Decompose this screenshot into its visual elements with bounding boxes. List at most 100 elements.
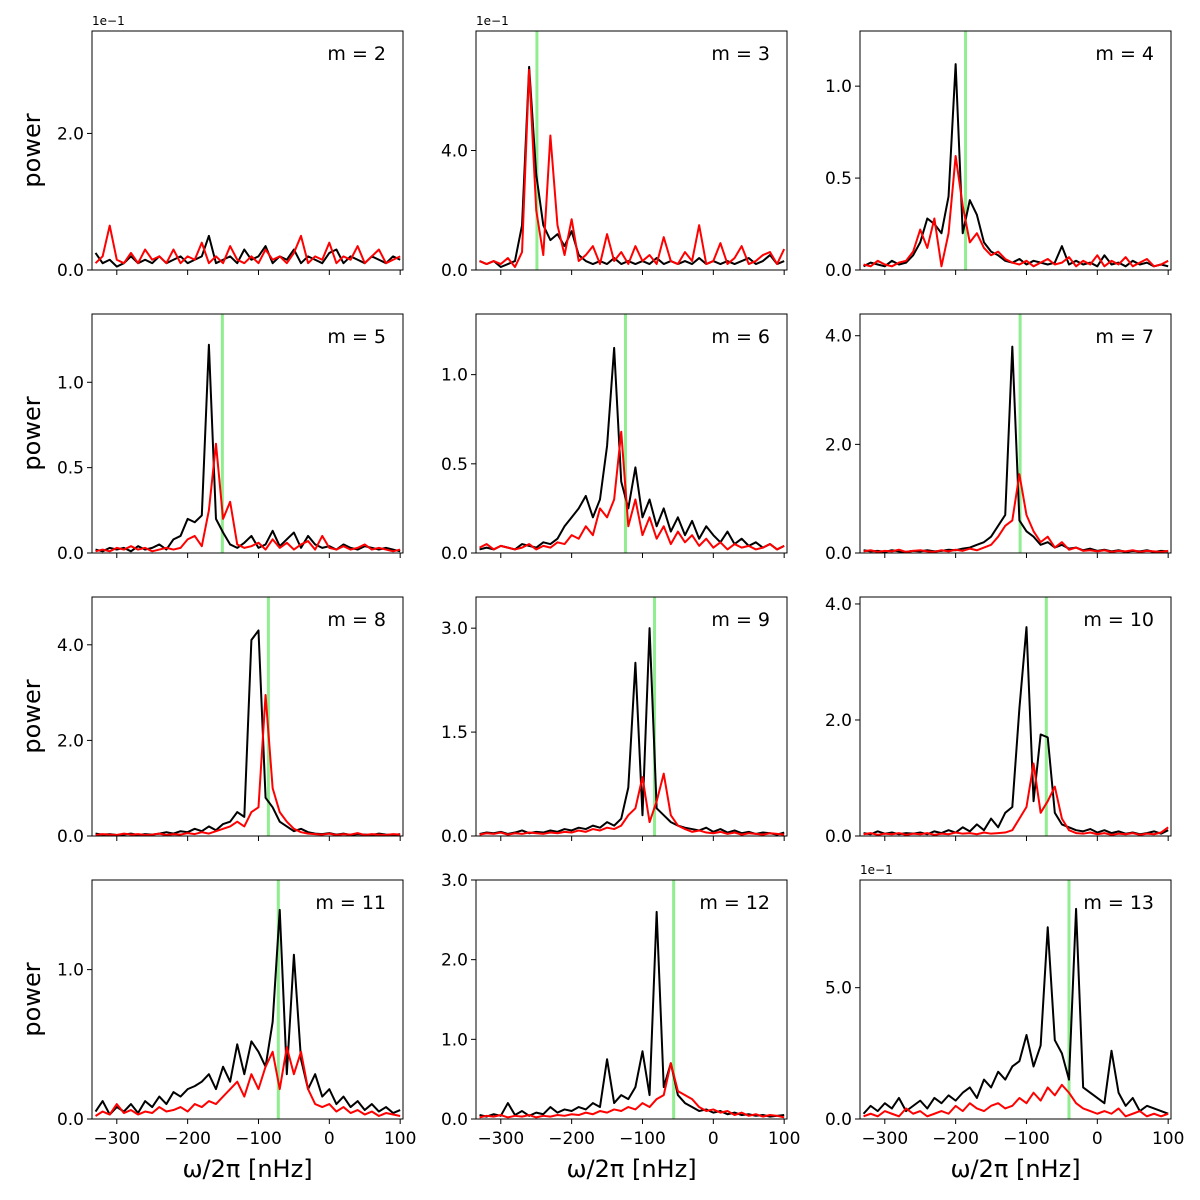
y-tick-label: 3.0 bbox=[441, 871, 468, 891]
y-tick-label: 0.0 bbox=[441, 544, 468, 564]
panel-label: m = 8 bbox=[327, 609, 386, 631]
y-tick-label: 5.0 bbox=[825, 979, 852, 999]
y-tick-label: 4.0 bbox=[825, 327, 852, 347]
data-line bbox=[479, 1062, 785, 1119]
panel-label: m = 5 bbox=[327, 326, 386, 348]
y-tick-label: 0.0 bbox=[441, 827, 468, 847]
data-line bbox=[863, 762, 1169, 836]
panel: 0.0 1.0 2.0 3.0 −300 −200 −100 0 100 m = 12 ω/2π [… bbox=[441, 871, 800, 1183]
axes-frame bbox=[475, 879, 788, 1120]
panel: 0.0 5.0 −300 −200 −100 0 100 m = 13 1e−1 ω/2π [nH… bbox=[825, 863, 1184, 1183]
y-tick-label: 1.0 bbox=[441, 1030, 468, 1050]
data-line bbox=[94, 234, 401, 268]
data-line bbox=[479, 627, 785, 836]
y-tick-label: 0.5 bbox=[441, 455, 468, 475]
y-tick-label: 0.5 bbox=[57, 459, 84, 479]
data-line bbox=[479, 68, 786, 269]
y-tick-label: 0.0 bbox=[825, 827, 852, 847]
y-tick-label: 4.0 bbox=[825, 595, 852, 615]
data-line bbox=[863, 63, 1169, 268]
plot-area bbox=[479, 880, 785, 1119]
data-line bbox=[863, 626, 1169, 836]
y-axis-label: power bbox=[18, 962, 46, 1036]
panel: 0.0 1.0 −300 −200 −100 0 100 m = 11 power ω/2π [n… bbox=[18, 879, 416, 1183]
plot-area bbox=[863, 597, 1169, 836]
y-tick-label: 2.0 bbox=[57, 124, 84, 144]
x-axis-label: ω/2π [nHz] bbox=[182, 1155, 312, 1183]
x-tick-label: −300 bbox=[477, 1129, 524, 1149]
axes-frame bbox=[859, 879, 1172, 1120]
plot-area bbox=[479, 314, 785, 553]
plot-area bbox=[479, 597, 785, 836]
x-tick-label: 100 bbox=[768, 1129, 800, 1149]
x-tick-label: 100 bbox=[384, 1129, 416, 1149]
axes-frame bbox=[475, 313, 788, 554]
y-tick-label: 4.0 bbox=[57, 636, 84, 656]
y-tick-label: 3.0 bbox=[441, 619, 468, 639]
y-tick-label: 0.0 bbox=[57, 544, 84, 564]
plot-area bbox=[862, 880, 1169, 1119]
panel: 0.0 2.0 4.0 m = 8 power bbox=[18, 596, 404, 847]
axes-frame bbox=[859, 30, 1172, 271]
y-tick-label: 0.0 bbox=[57, 261, 84, 281]
data-line bbox=[863, 345, 1169, 553]
x-tick-label: −200 bbox=[932, 1129, 979, 1149]
data-line bbox=[479, 346, 785, 551]
panel: 0.0 2.0 m = 2 1e−1 power bbox=[18, 14, 404, 281]
data-line bbox=[479, 772, 785, 836]
data-line bbox=[95, 693, 401, 836]
axes-frame bbox=[475, 596, 788, 837]
panel: 0.0 1.5 3.0 m = 9 bbox=[441, 596, 788, 847]
y-axis-label: power bbox=[18, 679, 46, 753]
y-tick-label: 1.0 bbox=[57, 373, 84, 393]
y-tick-label: 1.5 bbox=[441, 723, 468, 743]
plot-area bbox=[95, 597, 401, 836]
data-line bbox=[95, 1046, 401, 1118]
panel-label: m = 10 bbox=[1083, 609, 1154, 631]
x-tick-label: −200 bbox=[548, 1129, 595, 1149]
data-line bbox=[95, 629, 401, 836]
data-line bbox=[479, 430, 785, 551]
panel-label: m = 12 bbox=[699, 892, 770, 914]
panel-label: m = 3 bbox=[711, 43, 770, 65]
y-tick-label: 1.0 bbox=[825, 77, 852, 97]
plot-area bbox=[94, 224, 401, 268]
panel-label: m = 13 bbox=[1083, 892, 1154, 914]
axes-frame bbox=[91, 596, 404, 837]
y-tick-label: 2.0 bbox=[825, 435, 852, 455]
x-tick-label: −100 bbox=[1003, 1129, 1050, 1149]
x-axis-label: ω/2π [nHz] bbox=[566, 1155, 696, 1183]
y-tick-label: 0.0 bbox=[441, 1110, 468, 1130]
axes-frame bbox=[859, 313, 1172, 554]
x-tick-label: 0 bbox=[1092, 1129, 1103, 1149]
y-tick-label: 0.0 bbox=[57, 827, 84, 847]
y-tick-label: 0.0 bbox=[57, 1110, 84, 1130]
x-tick-label: −100 bbox=[235, 1129, 282, 1149]
x-tick-label: −300 bbox=[861, 1129, 908, 1149]
x-tick-label: 0 bbox=[708, 1129, 719, 1149]
axes-frame bbox=[859, 596, 1172, 837]
panel: 0.0 0.5 1.0 m = 4 bbox=[825, 30, 1172, 281]
panel: 0.0 2.0 4.0 m = 10 bbox=[825, 595, 1172, 847]
x-tick-label: −100 bbox=[619, 1129, 666, 1149]
y-tick-label: 0.0 bbox=[825, 1110, 852, 1130]
axes-frame bbox=[91, 879, 404, 1120]
data-line bbox=[863, 1083, 1169, 1118]
data-line bbox=[95, 343, 401, 553]
x-tick-label: −300 bbox=[93, 1129, 140, 1149]
axes-frame bbox=[91, 30, 404, 271]
panel-label: m = 9 bbox=[711, 609, 770, 631]
y-tick-label: 1.0 bbox=[441, 366, 468, 386]
plot-area bbox=[863, 314, 1169, 553]
axes-frame bbox=[91, 313, 404, 554]
y-tick-label: 0.0 bbox=[441, 261, 468, 281]
x-tick-label: −200 bbox=[164, 1129, 211, 1149]
panel: 0.0 0.5 1.0 m = 6 bbox=[441, 313, 788, 564]
panel: 0.0 0.5 1.0 m = 5 power bbox=[18, 313, 404, 564]
plot-area bbox=[479, 31, 786, 270]
y-tick-label: 0.0 bbox=[825, 261, 852, 281]
panel-label: m = 2 bbox=[327, 43, 386, 65]
y-offset-label: 1e−1 bbox=[860, 863, 893, 877]
